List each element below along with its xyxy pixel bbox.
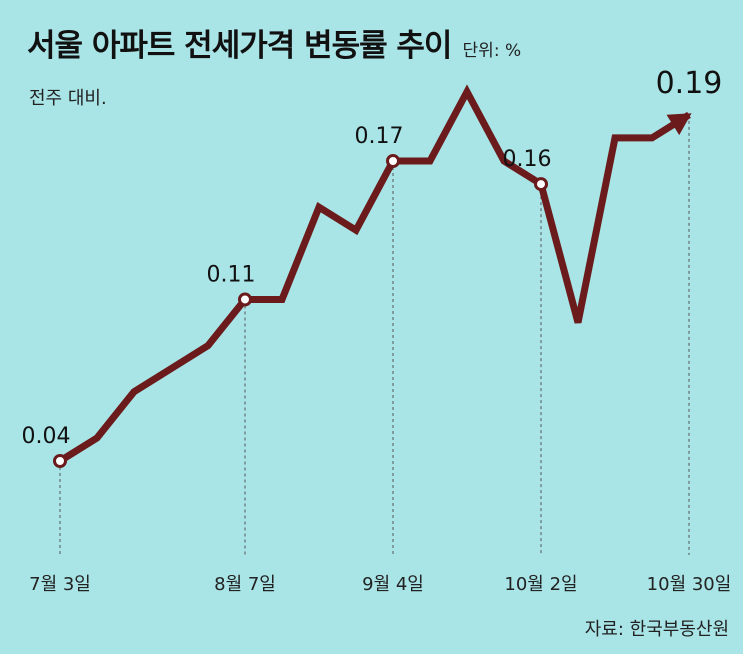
data-label: 0.16	[503, 147, 552, 172]
data-label: 0.04	[22, 424, 71, 449]
unit-label: 단위: %	[462, 41, 522, 61]
chart-title: 서울 아파트 전세가격 변동률 추이	[27, 28, 452, 64]
data-label: 0.19	[656, 66, 723, 101]
x-tick-label: 8월 7일	[214, 574, 276, 595]
x-tick-label: 9월 4일	[362, 574, 424, 595]
data-point-marker	[386, 154, 400, 168]
series-line	[58, 84, 691, 464]
data-point-marker	[53, 454, 67, 468]
data-label: 0.11	[207, 262, 256, 287]
arrow-head	[666, 113, 692, 136]
data-label: 0.17	[355, 124, 404, 149]
x-tick-label: 10월 2일	[504, 574, 577, 595]
data-point-marker	[534, 177, 548, 192]
chart-header: 서울 아파트 전세가격 변동률 추이 단위: %	[27, 20, 521, 65]
chart-subtitle: 전주 대비.	[29, 88, 107, 109]
source-note: 자료: 한국부동산원	[584, 619, 729, 640]
data-point-marker	[238, 292, 252, 307]
x-tick-label: 7월 3일	[29, 574, 91, 595]
x-tick-label: 10월 30일	[647, 574, 732, 595]
